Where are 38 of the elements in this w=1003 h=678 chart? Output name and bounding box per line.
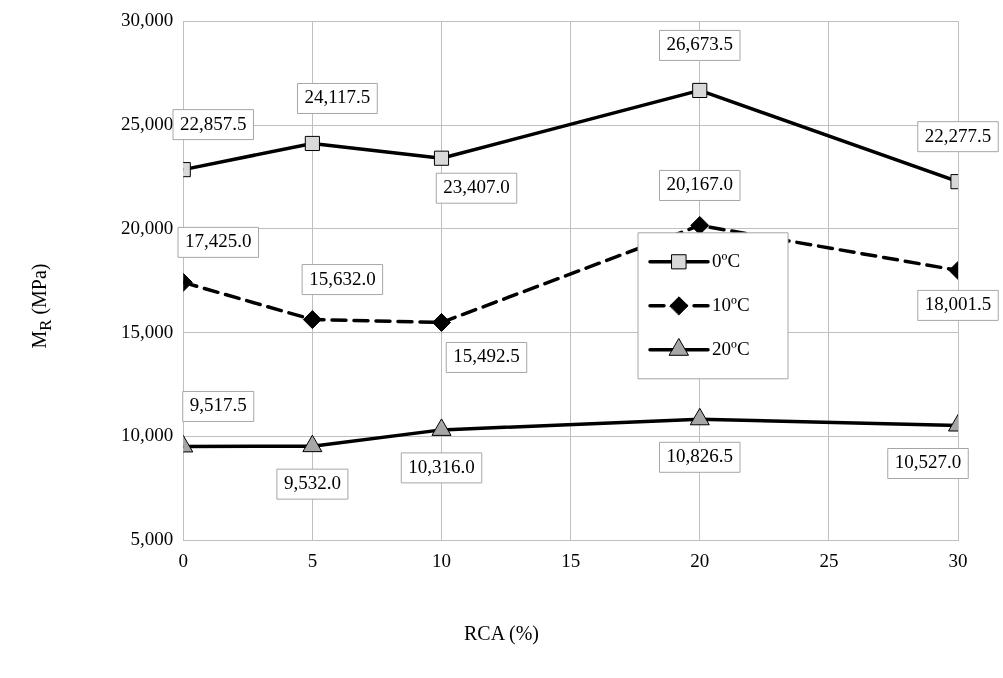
point [433,150,450,166]
point [302,434,323,453]
legend-label: 0ºC [712,249,741,271]
point [432,312,451,332]
data-label: 18,001.5 [924,293,992,315]
data-label: 23,407.0 [443,176,510,198]
data-label: 9,532.0 [283,472,341,494]
data-label: 22,277.5 [924,124,992,146]
y-tick-label: 25,000 [121,113,174,135]
data-label: 15,492.5 [453,345,520,367]
x-tick-label: 0 [178,549,188,571]
data-label: 20,167.0 [666,173,733,195]
data-label: 10,826.5 [666,445,733,467]
x-tick-label: 25 [819,549,839,571]
x-tick-label: 5 [307,549,318,571]
x-tick-label: 20 [690,549,710,571]
y-tick-label: 30,000 [121,9,174,31]
legend-label: 10ºC [712,293,750,315]
data-label: 10,527.0 [894,451,962,473]
y-tick-label: 15,000 [121,320,174,342]
x-tick-label: 30 [948,549,968,571]
y-tick-label: 10,000 [121,424,174,446]
data-label: 26,673.5 [666,33,733,55]
data-label: 15,632.0 [309,267,376,289]
x-axis-title: RCA (%) [463,622,540,645]
x-tick-label: 15 [561,549,581,571]
y-tick-label: 5,000 [130,528,174,550]
data-label: 10,316.0 [408,455,475,477]
x-tick-label: 10 [432,549,451,571]
y-tick-label: 20,000 [121,216,174,238]
data-label: 24,117.5 [304,86,371,108]
data-label: 9,517.5 [189,394,247,416]
point [302,310,322,330]
data-label: 17,425.0 [185,230,252,252]
legend-label: 20ºC [712,337,750,359]
point [304,135,320,152]
point [431,418,452,436]
data-label: 22,857.5 [180,112,247,134]
